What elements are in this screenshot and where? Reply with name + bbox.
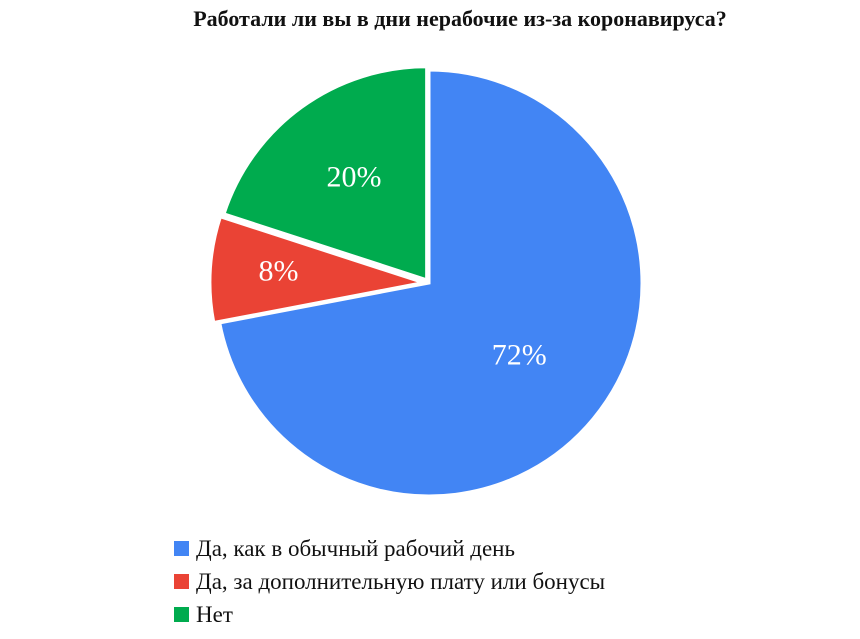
slice-extra-pay bbox=[208, 214, 424, 325]
slice-no bbox=[222, 65, 429, 282]
data-label: 8% bbox=[258, 254, 298, 287]
chart-title: Работали ли вы в дни нерабочие из-за кор… bbox=[193, 6, 727, 31]
legend-swatch-red bbox=[174, 574, 189, 589]
legend-label: Да, как в обычный рабочий день bbox=[196, 535, 515, 561]
legend-label: Да, за дополнительную плату или бонусы bbox=[196, 568, 606, 594]
chart-legend: Да, как в обычный рабочий день Да, за до… bbox=[174, 532, 605, 631]
legend-item-no: Нет bbox=[174, 598, 605, 631]
data-label: 72% bbox=[492, 339, 547, 372]
data-label: 20% bbox=[327, 161, 382, 194]
legend-item-normal-day: Да, как в обычный рабочий день bbox=[174, 532, 605, 565]
legend-label: Нет bbox=[196, 601, 233, 627]
slice-normal-day bbox=[218, 68, 644, 498]
legend-swatch-blue bbox=[174, 541, 189, 556]
legend-item-extra-pay: Да, за дополнительную плату или бонусы bbox=[174, 565, 605, 598]
legend-swatch-green bbox=[174, 607, 189, 622]
